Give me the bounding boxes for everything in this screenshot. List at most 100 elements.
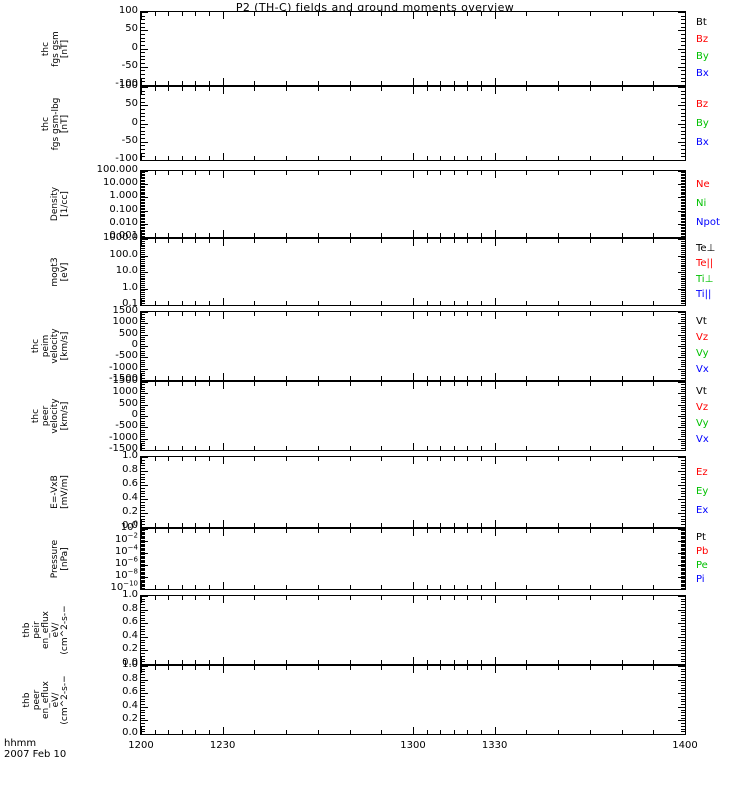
legend-item-Vz[interactable]: Vz: [696, 332, 709, 343]
y-tick-label: 10−6: [114, 555, 138, 569]
legend-item-Vt[interactable]: Vt: [696, 386, 707, 397]
legend-item-Bx[interactable]: Bx: [696, 68, 709, 80]
x-tick-minor: [558, 376, 559, 380]
legend-item-Vy[interactable]: Vy: [696, 348, 709, 359]
x-tick-minor: [653, 585, 654, 589]
x-tick-minor: [286, 596, 287, 600]
plot-panel-peer-en-eflux[interactable]: [140, 665, 686, 735]
y-tick-minor: [141, 215, 145, 216]
x-tick-major: [413, 312, 414, 319]
x-tick-minor: [454, 301, 455, 305]
y-tick-minor: [681, 109, 685, 110]
x-tick-minor: [168, 233, 169, 237]
x-tick-major: [413, 457, 414, 464]
y-tick-label: -50: [121, 60, 138, 71]
y-tick-minor: [141, 612, 145, 613]
y-tick-minor: [681, 612, 685, 613]
y-tick-minor: [681, 209, 685, 210]
y-tick-major: [141, 513, 148, 514]
plot-panel-peer-velocity[interactable]: [140, 381, 686, 451]
plot-panel-density[interactable]: [140, 170, 686, 238]
y-tick-minor: [681, 248, 685, 249]
legend-item-Bz[interactable]: Bz: [696, 98, 709, 110]
legend-item-Pt[interactable]: Pt: [696, 532, 706, 543]
y-tick-minor: [141, 729, 145, 730]
y-tick-major: [678, 720, 685, 721]
x-tick-minor: [254, 382, 255, 386]
y-tick-minor: [141, 153, 145, 154]
plot-panel-fgs-gsm[interactable]: [140, 11, 686, 86]
legend-item-Ti[interactable]: Ti||: [696, 289, 712, 301]
x-tick-minor: [350, 87, 351, 91]
plot-panel-temperature[interactable]: [140, 238, 686, 306]
x-tick-minor: [590, 156, 591, 160]
x-tick-minor: [440, 382, 441, 386]
y-tick-major: [678, 289, 685, 290]
x-tick-major: [413, 298, 414, 305]
legend-item-Pi[interactable]: Pi: [696, 574, 705, 585]
legend-item-Vx[interactable]: Vx: [696, 364, 709, 375]
legend-item-Vx[interactable]: Vx: [696, 434, 709, 445]
x-tick-major: [685, 230, 686, 237]
y-tick-major: [141, 405, 148, 406]
legend-item-Te[interactable]: Te⊥: [696, 242, 716, 254]
x-tick-major: [413, 520, 414, 527]
y-tick-minor: [141, 94, 145, 95]
y-tick-major: [141, 67, 148, 68]
legend-item-Npot[interactable]: Npot: [696, 217, 720, 228]
legend-item-Ex[interactable]: Ex: [696, 505, 709, 516]
y-tick-major: [678, 596, 685, 597]
y-tick-minor: [681, 585, 685, 586]
y-tick-minor: [141, 468, 145, 469]
y-tick-minor: [141, 360, 145, 361]
x-tick-minor: [318, 87, 319, 91]
legend-item-Ey[interactable]: Ey: [696, 486, 709, 497]
legend-item-Ni[interactable]: Ni: [696, 198, 707, 209]
legend-item-Vy[interactable]: Vy: [696, 418, 709, 429]
legend-item-Vz[interactable]: Vz: [696, 402, 709, 413]
x-tick-minor: [381, 446, 382, 450]
legend-item-Ti[interactable]: Ti⊥: [696, 273, 714, 285]
legend-item-By[interactable]: By: [696, 117, 709, 129]
y-axis-title-fgs-gsm-lbg: thc fgs gsm-lbg [nT]: [40, 97, 70, 150]
y-tick-minor: [681, 548, 685, 549]
plot-panel-peir-en-eflux[interactable]: [140, 595, 686, 665]
y-tick-minor: [141, 181, 145, 182]
y-tick-minor: [141, 317, 145, 318]
legend-item-Bt[interactable]: Bt: [696, 16, 707, 28]
plot-panel-pressure[interactable]: [140, 528, 686, 590]
legend-item-Bx[interactable]: Bx: [696, 136, 709, 148]
x-tick-minor: [182, 730, 183, 734]
legend-item-Vt[interactable]: Vt: [696, 316, 707, 327]
y-tick-minor: [141, 659, 145, 660]
x-tick-minor: [168, 382, 169, 386]
y-tick-label: 0.100: [109, 204, 138, 215]
legend-item-Bz[interactable]: Bz: [696, 33, 709, 45]
legend-item-Te[interactable]: Te||: [696, 258, 714, 270]
x-tick-minor: [209, 12, 210, 16]
plot-panel-peim-velocity[interactable]: [140, 311, 686, 381]
legend-item-By[interactable]: By: [696, 51, 709, 63]
plot-panel-fgs-gsm-lbg[interactable]: [140, 86, 686, 161]
legend-item-Pe[interactable]: Pe: [696, 560, 708, 571]
x-tick-major: [413, 596, 414, 603]
legend-item-Ez[interactable]: Ez: [696, 467, 708, 478]
x-tick-minor: [350, 171, 351, 175]
x-tick-minor: [350, 446, 351, 450]
y-tick-label: 1000: [112, 316, 138, 327]
y-tick-minor: [141, 558, 145, 559]
x-tick-major: [413, 87, 414, 94]
plot-panel-efield[interactable]: [140, 456, 686, 528]
y-tick-minor: [681, 507, 685, 508]
legend-item-Pb[interactable]: Pb: [696, 546, 709, 557]
x-tick-minor: [526, 596, 527, 600]
y-tick-minor: [141, 298, 145, 299]
y-tick-major: [678, 12, 685, 13]
y-tick-minor: [681, 362, 685, 363]
y-tick-major: [678, 312, 685, 313]
y-tick-minor: [681, 353, 685, 354]
legend-item-Ne[interactable]: Ne: [696, 179, 710, 190]
y-tick-minor: [681, 729, 685, 730]
x-tick-minor: [481, 596, 482, 600]
y-axis-title-peim-velocity: thc peim velocity [km/s]: [31, 328, 70, 364]
